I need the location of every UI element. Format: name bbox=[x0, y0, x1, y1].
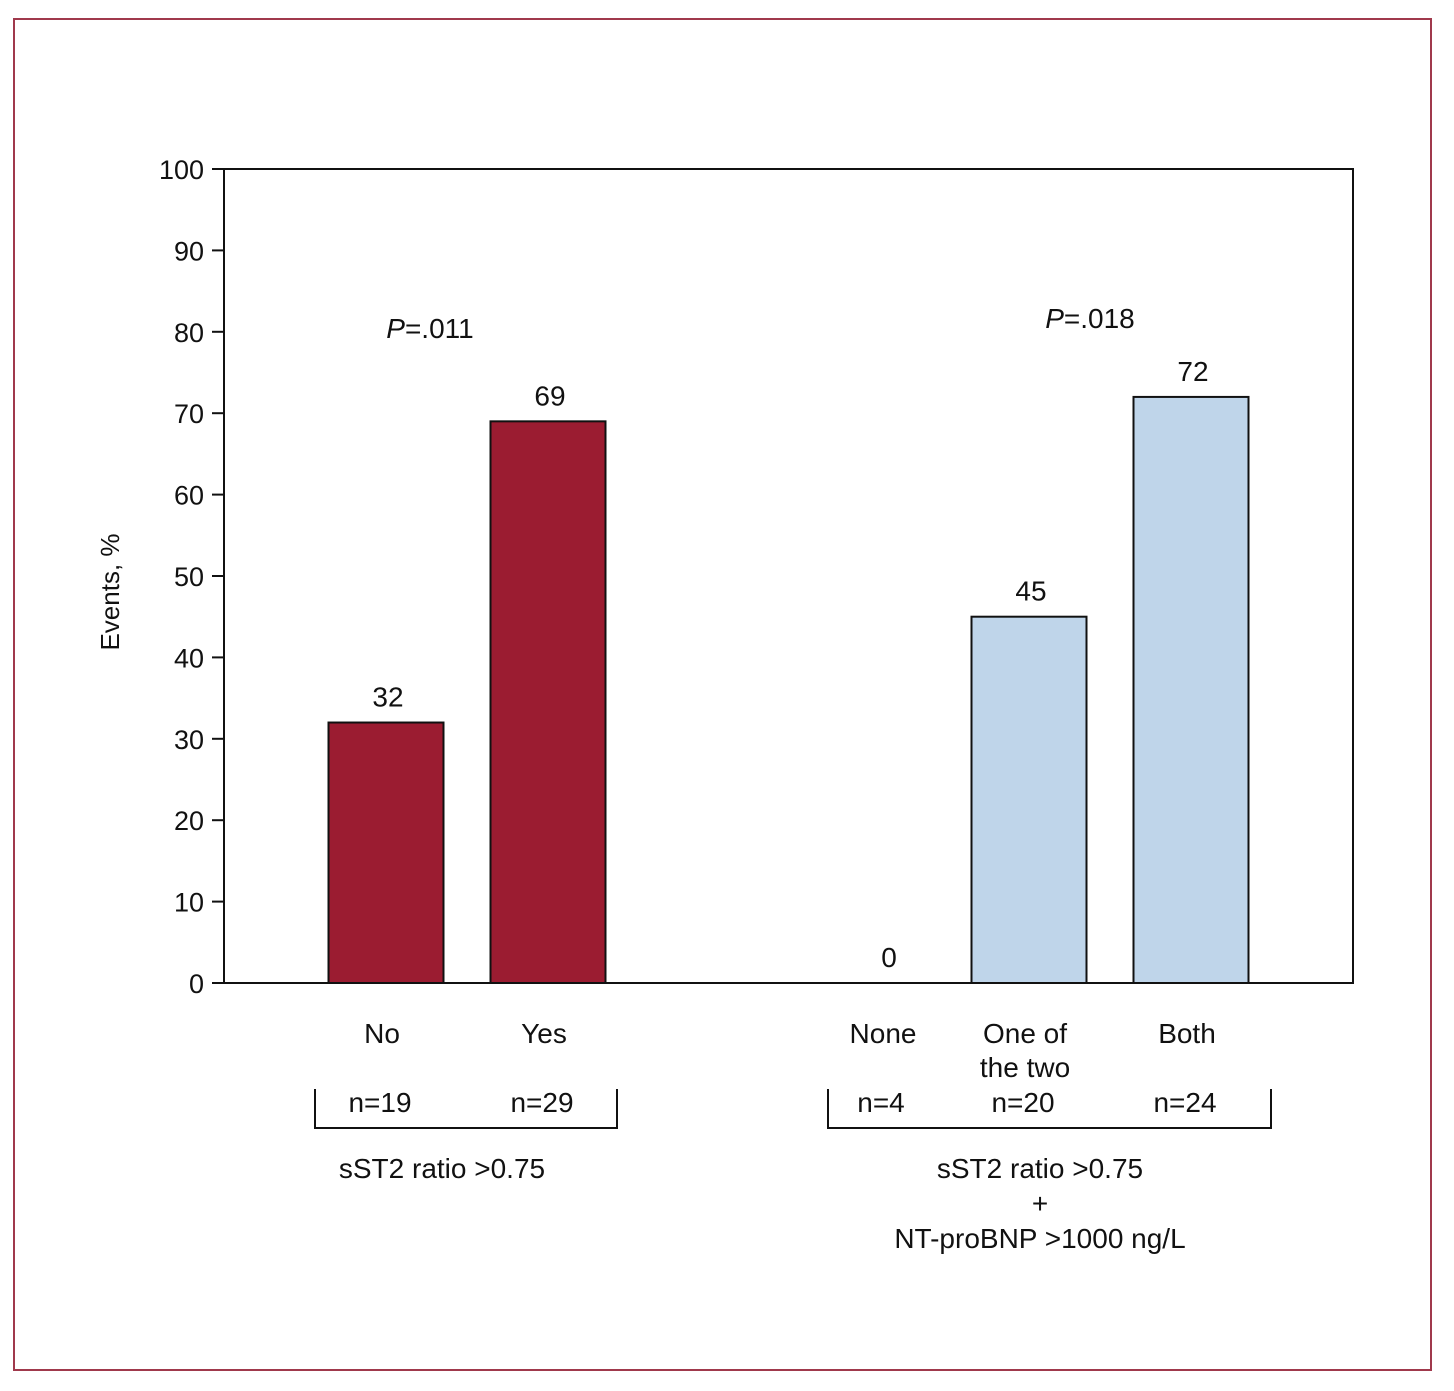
data-label: 0 bbox=[881, 942, 897, 973]
group-name-label: sST2 ratio >0.75 bbox=[339, 1153, 545, 1184]
p-value-label: P=.011 bbox=[386, 313, 473, 344]
plot-border bbox=[223, 168, 1354, 984]
y-tick-label: 40 bbox=[174, 643, 204, 673]
x-category-label: None bbox=[850, 1018, 917, 1049]
y-tick-label: 90 bbox=[174, 236, 204, 266]
group-name-label: sST2 ratio >0.75 bbox=[937, 1153, 1143, 1184]
x-category-label: No bbox=[364, 1018, 400, 1049]
y-tick-label: 30 bbox=[174, 725, 204, 755]
x-category-label: Yes bbox=[521, 1018, 567, 1049]
bar-yes bbox=[489, 420, 607, 984]
bars bbox=[327, 395, 1250, 985]
y-tick-label: 50 bbox=[174, 562, 204, 592]
sample-size-label: n=29 bbox=[510, 1087, 573, 1118]
sample-size-label: n=24 bbox=[1153, 1087, 1216, 1118]
bar-one-of-the-two bbox=[970, 615, 1088, 984]
y-tick-label: 80 bbox=[174, 318, 204, 348]
group-bracket bbox=[314, 1089, 618, 1129]
plot-area-border bbox=[223, 168, 1354, 984]
figure-frame bbox=[13, 18, 1432, 1371]
y-tick-label: 0 bbox=[189, 969, 204, 999]
sample-size-label: n=19 bbox=[348, 1087, 411, 1118]
x-category-label: Both bbox=[1158, 1018, 1216, 1049]
y-axis-label: Events, % bbox=[95, 533, 125, 650]
group-brackets: n=19 n=29 sST2 ratio >0.75 n=4 n=20 n=24 sST2 … bbox=[314, 1087, 1272, 1254]
data-labels: 32 69 P=.011 0 45 72 P=.018 bbox=[372, 303, 1208, 973]
y-tick-label: 20 bbox=[174, 806, 204, 836]
y-tick-label: 10 bbox=[174, 888, 204, 918]
sample-size-label: n=20 bbox=[991, 1087, 1054, 1118]
y-tick-label: 70 bbox=[174, 399, 204, 429]
x-category-label: the two bbox=[980, 1052, 1070, 1083]
data-label: 32 bbox=[372, 682, 403, 713]
sample-size-label: n=4 bbox=[857, 1087, 905, 1118]
y-tick-label: 100 bbox=[159, 155, 204, 185]
data-label: 45 bbox=[1015, 576, 1046, 607]
x-category-label: One of bbox=[983, 1018, 1067, 1049]
bar-both bbox=[1132, 395, 1250, 985]
group-name-label: NT-proBNP >1000 ng/L bbox=[894, 1223, 1185, 1254]
group-bracket bbox=[827, 1089, 1272, 1129]
y-axis: 0 10 20 30 40 50 60 70 80 90 100 bbox=[159, 155, 224, 999]
data-label: 69 bbox=[534, 380, 565, 411]
bar-no bbox=[327, 721, 445, 985]
p-value-label: P=.018 bbox=[1045, 303, 1135, 334]
data-label: 72 bbox=[1177, 356, 1208, 387]
group-name-label: + bbox=[1032, 1188, 1048, 1219]
y-tick-label: 60 bbox=[174, 481, 204, 511]
